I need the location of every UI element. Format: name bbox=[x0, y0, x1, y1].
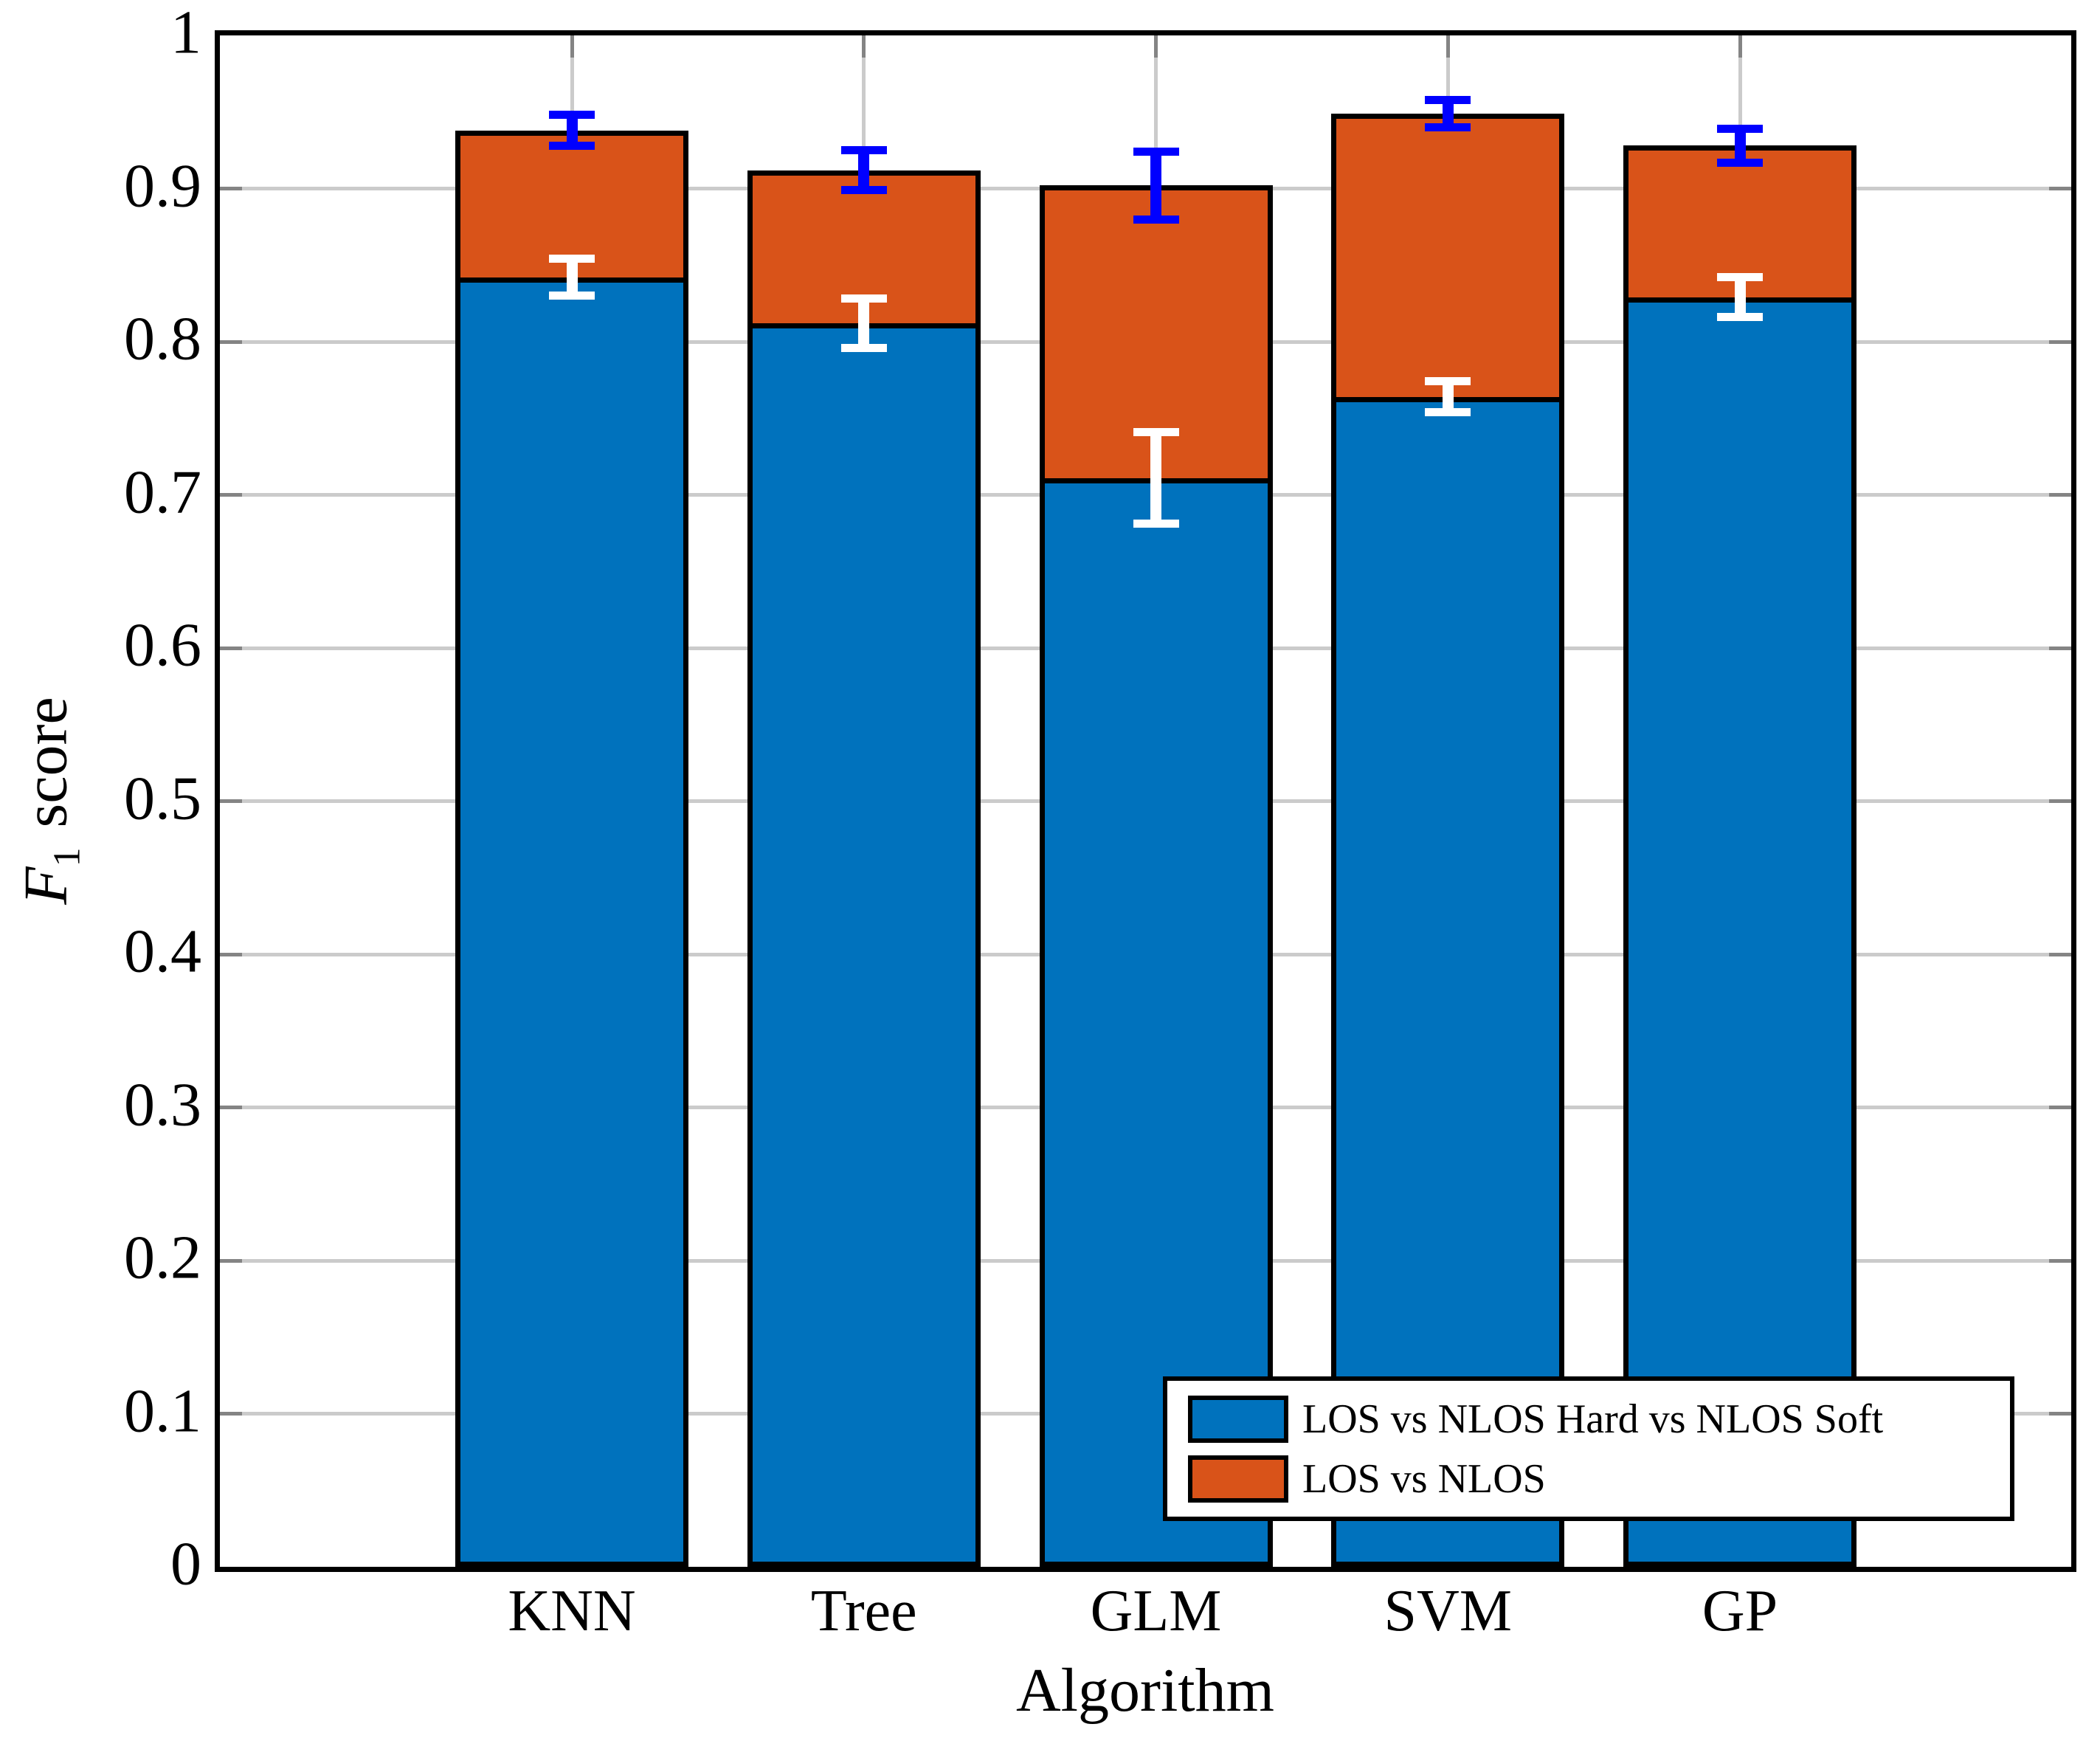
legend-swatch-orange bbox=[1188, 1455, 1288, 1503]
y-tick-mark-left bbox=[220, 952, 242, 956]
x-tick-mark-top bbox=[1446, 35, 1450, 58]
y-tick-mark-right bbox=[2049, 339, 2071, 344]
y-tick-mark-right bbox=[2049, 646, 2071, 650]
bar-knn-blue bbox=[455, 277, 688, 1567]
x-category-label-gp: GP bbox=[1702, 1579, 1778, 1644]
y-tick-label: 0.2 bbox=[124, 1223, 201, 1292]
y-tick-mark-right bbox=[2049, 799, 2071, 803]
error-bar-blue-gp-line bbox=[1734, 128, 1746, 163]
y-tick-mark-left bbox=[220, 187, 242, 190]
error-bar-white-svm-line bbox=[1442, 381, 1454, 413]
legend-label-3class: LOS vs NLOS Hard vs NLOS Soft bbox=[1302, 1396, 1884, 1442]
y-tick-label: 0.4 bbox=[124, 917, 201, 986]
error-bar-blue-svm-cap-bottom bbox=[1425, 123, 1471, 131]
error-bar-white-knn-cap-top bbox=[549, 255, 595, 263]
error-bar-blue-tree-line bbox=[858, 150, 870, 190]
error-bar-blue-tree-cap-top bbox=[840, 146, 887, 155]
error-bar-blue-knn-cap-bottom bbox=[549, 141, 595, 150]
error-bar-white-gp-cap-top bbox=[1717, 273, 1763, 282]
y-axis-label-f1-symbol: F bbox=[11, 866, 80, 905]
error-bar-white-tree-cap-bottom bbox=[840, 343, 887, 352]
y-tick-label: 0.7 bbox=[124, 458, 201, 527]
y-tick-mark-left bbox=[220, 1412, 242, 1416]
y-axis-label-text: score bbox=[11, 697, 80, 828]
error-bar-blue-svm-cap-top bbox=[1425, 95, 1471, 104]
error-bar-white-knn-line bbox=[566, 258, 578, 296]
error-bar-blue-tree-cap-bottom bbox=[840, 186, 887, 195]
error-bar-blue-knn-cap-top bbox=[549, 111, 595, 120]
error-bar-blue-knn-line bbox=[566, 114, 578, 146]
error-bar-white-knn-cap-bottom bbox=[549, 292, 595, 300]
y-tick-mark-right bbox=[2049, 493, 2071, 497]
legend: LOS vs NLOS Hard vs NLOS Soft LOS vs NLO… bbox=[1163, 1376, 2014, 1521]
bar-gp-orange bbox=[1623, 145, 1857, 297]
bar-svm-blue bbox=[1331, 396, 1565, 1567]
error-bar-blue-glm-cap-top bbox=[1133, 148, 1179, 156]
y-tick-label: 0.6 bbox=[124, 610, 201, 680]
y-axis-label: F1 score bbox=[10, 697, 89, 905]
y-tick-mark-left bbox=[220, 646, 242, 650]
bar-tree-blue bbox=[747, 323, 981, 1567]
y-tick-mark-left bbox=[220, 493, 242, 497]
error-bar-white-gp-line bbox=[1734, 277, 1746, 317]
y-tick-mark-left bbox=[220, 339, 242, 344]
x-tick-mark-top bbox=[1738, 35, 1742, 58]
y-tick-mark-right bbox=[2049, 952, 2071, 956]
error-bar-white-svm-cap-bottom bbox=[1425, 407, 1471, 416]
error-bar-white-tree-cap-top bbox=[840, 294, 887, 303]
error-bar-white-tree-line bbox=[858, 298, 870, 348]
y-tick-mark-left bbox=[220, 1106, 242, 1109]
y-tick-mark-right bbox=[2049, 187, 2071, 190]
y-axis-label-f1-subscript: 1 bbox=[46, 847, 89, 867]
legend-label-binary: LOS vs NLOS bbox=[1302, 1455, 1546, 1502]
bar-gp-blue bbox=[1623, 297, 1857, 1567]
error-bar-blue-svm-line bbox=[1442, 100, 1454, 128]
legend-item-3class: LOS vs NLOS Hard vs NLOS Soft bbox=[1188, 1395, 1989, 1443]
y-tick-label: 0.3 bbox=[124, 1070, 201, 1139]
bar-svm-orange bbox=[1331, 113, 1565, 397]
x-axis-label: Algorithm bbox=[1016, 1656, 1274, 1725]
y-tick-label: 1 bbox=[170, 0, 201, 67]
error-bar-white-gp-cap-bottom bbox=[1717, 313, 1763, 322]
legend-item-binary: LOS vs NLOS bbox=[1188, 1455, 1989, 1503]
y-tick-label: 0.9 bbox=[124, 151, 201, 221]
error-bar-white-glm-line bbox=[1150, 432, 1161, 524]
y-tick-label: 0.8 bbox=[124, 304, 201, 373]
y-tick-label: 0.5 bbox=[124, 764, 201, 833]
y-tick-mark-left bbox=[220, 1258, 242, 1263]
error-bar-white-svm-cap-top bbox=[1425, 377, 1471, 386]
x-category-label-svm: SVM bbox=[1384, 1579, 1512, 1644]
plot-area: LOS vs NLOS Hard vs NLOS Soft LOS vs NLO… bbox=[215, 30, 2076, 1572]
x-tick-mark-top bbox=[862, 35, 866, 58]
y-tick-mark-right bbox=[2049, 1412, 2071, 1416]
error-bar-blue-glm-line bbox=[1150, 151, 1161, 219]
x-category-label-glm: GLM bbox=[1090, 1579, 1222, 1644]
error-bar-blue-glm-cap-bottom bbox=[1133, 215, 1179, 224]
y-tick-mark-right bbox=[2049, 1258, 2071, 1263]
x-category-label-knn: KNN bbox=[508, 1579, 636, 1644]
legend-swatch-blue bbox=[1188, 1395, 1288, 1443]
x-tick-mark-top bbox=[1154, 35, 1158, 58]
error-bar-white-glm-cap-bottom bbox=[1133, 520, 1179, 528]
y-tick-label: 0.1 bbox=[124, 1376, 201, 1446]
error-bar-blue-gp-cap-top bbox=[1717, 125, 1763, 134]
y-tick-mark-right bbox=[2049, 1106, 2071, 1109]
x-tick-mark-top bbox=[570, 35, 574, 58]
error-bar-white-glm-cap-top bbox=[1133, 427, 1179, 436]
x-category-label-tree: Tree bbox=[810, 1579, 917, 1644]
y-tick-mark-left bbox=[220, 799, 242, 803]
bar-knn-orange bbox=[455, 130, 688, 277]
y-tick-label: 0 bbox=[170, 1529, 201, 1599]
error-bar-blue-gp-cap-bottom bbox=[1717, 158, 1763, 167]
